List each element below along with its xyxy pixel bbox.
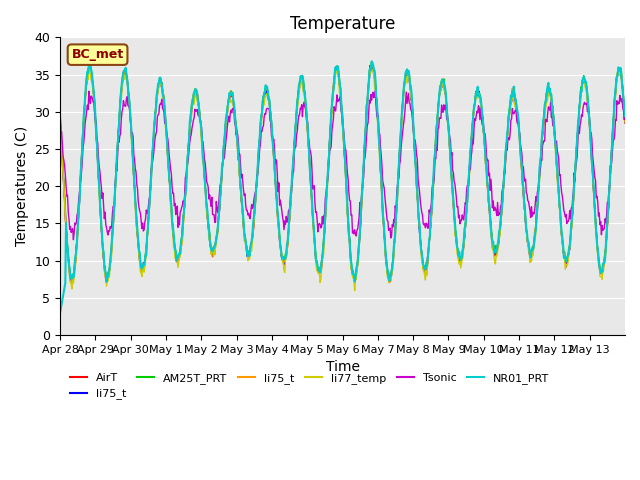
Title: Temperature: Temperature	[290, 15, 396, 33]
X-axis label: Time: Time	[326, 360, 360, 374]
Y-axis label: Temperatures (C): Temperatures (C)	[15, 126, 29, 246]
Legend: AirT, li75_t, AM25T_PRT, li75_t, li77_temp, Tsonic, NR01_PRT: AirT, li75_t, AM25T_PRT, li75_t, li77_te…	[66, 369, 554, 404]
Text: BC_met: BC_met	[72, 48, 124, 61]
